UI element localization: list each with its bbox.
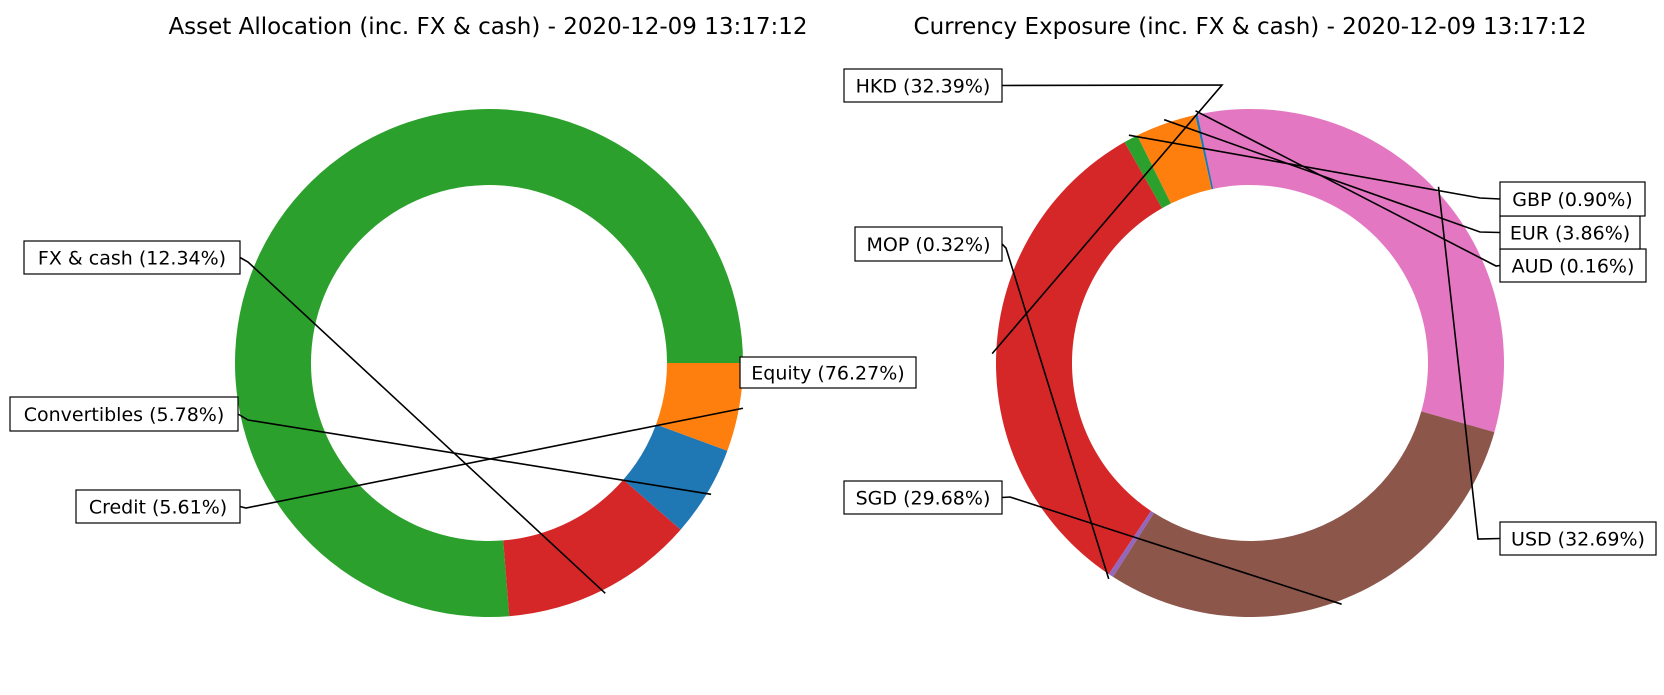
asset-allocation-leader-fx-cash xyxy=(239,256,606,594)
currency-exposure-slice-usd xyxy=(1197,108,1504,433)
currency-exposure-slice-eur xyxy=(1137,115,1212,204)
currency-exposure-label-sgd: SGD (29.68%) xyxy=(856,488,991,510)
currency-exposure-slice-mop xyxy=(1108,510,1155,577)
asset-allocation-slice-fx-cash xyxy=(503,479,681,617)
asset-allocation-label-box-equity xyxy=(739,356,917,389)
currency-exposure-leader-eur xyxy=(1163,118,1501,234)
currency-exposure-label-box-mop xyxy=(854,226,1003,262)
currency-exposure-label-hkd: HKD (32.39%) xyxy=(856,76,991,98)
currency-exposure-label-gbp: GBP (0.90%) xyxy=(1512,189,1632,211)
currency-exposure-label-mop: MOP (0.32%) xyxy=(866,234,990,256)
currency-exposure-slice-sgd xyxy=(1113,411,1495,617)
currency-exposure-label-box-usd xyxy=(1499,521,1657,556)
currency-exposure-leader-gbp xyxy=(1128,134,1501,200)
asset-allocation-label-fx-cash: FX & cash (12.34%) xyxy=(38,248,226,270)
asset-allocation-slice-equity xyxy=(234,109,743,617)
asset-allocation-leader-convertibles xyxy=(237,413,712,496)
asset-allocation-label-box-fx-cash xyxy=(23,240,241,275)
currency-exposure-label-aud: AUD (0.16%) xyxy=(1512,256,1635,278)
currency-exposure-label-box-gbp xyxy=(1499,181,1646,217)
asset-allocation-leader-credit xyxy=(239,407,744,509)
currency-exposure-label-box-aud xyxy=(1499,248,1647,283)
asset-allocation-slice-convertibles xyxy=(623,424,728,530)
currency-exposure-label-eur: EUR (3.86%) xyxy=(1510,223,1630,245)
asset-allocation-label-box-credit xyxy=(75,489,241,524)
currency-exposure-title: Currency Exposure (inc. FX & cash) - 202… xyxy=(914,14,1587,40)
asset-allocation-slice-credit xyxy=(656,363,743,451)
currency-exposure-chart: Currency Exposure (inc. FX & cash) - 202… xyxy=(843,14,1657,617)
currency-exposure-label-usd: USD (32.69%) xyxy=(1511,529,1645,551)
asset-allocation-labels: Equity (76.27%) FX & cash (12.34%) Convert… xyxy=(9,240,917,594)
currency-exposure-leader-hkd xyxy=(991,84,1224,355)
asset-allocation-label-box-convertibles xyxy=(9,396,239,432)
currency-exposure-label-box-hkd xyxy=(843,68,1003,103)
currency-exposure-leader-aud xyxy=(1195,110,1501,267)
currency-exposure-label-box-eur xyxy=(1499,215,1641,250)
asset-allocation-label-equity: Equity (76.27%) xyxy=(751,363,904,385)
asset-allocation-label-convertibles: Convertibles (5.78%) xyxy=(24,404,225,426)
currency-exposure-leader-sgd xyxy=(1001,496,1342,605)
currency-exposure-labels: USD (32.69%) AUD (0.16%) EUR (3.86%) GBP (0… xyxy=(843,68,1657,605)
currency-exposure-leader-mop xyxy=(1001,243,1110,580)
currency-exposure-slice-hkd xyxy=(996,142,1163,575)
currency-exposure-slices xyxy=(996,108,1504,617)
currency-exposure-leader-usd xyxy=(1437,186,1501,540)
asset-allocation-label-credit: Credit (5.61%) xyxy=(89,497,227,519)
asset-allocation-title: Asset Allocation (inc. FX & cash) - 2020… xyxy=(168,14,807,40)
currency-exposure-label-box-sgd xyxy=(843,480,1003,515)
asset-allocation-chart: Asset Allocation (inc. FX & cash) - 2020… xyxy=(9,14,917,617)
asset-allocation-slices xyxy=(234,109,743,617)
